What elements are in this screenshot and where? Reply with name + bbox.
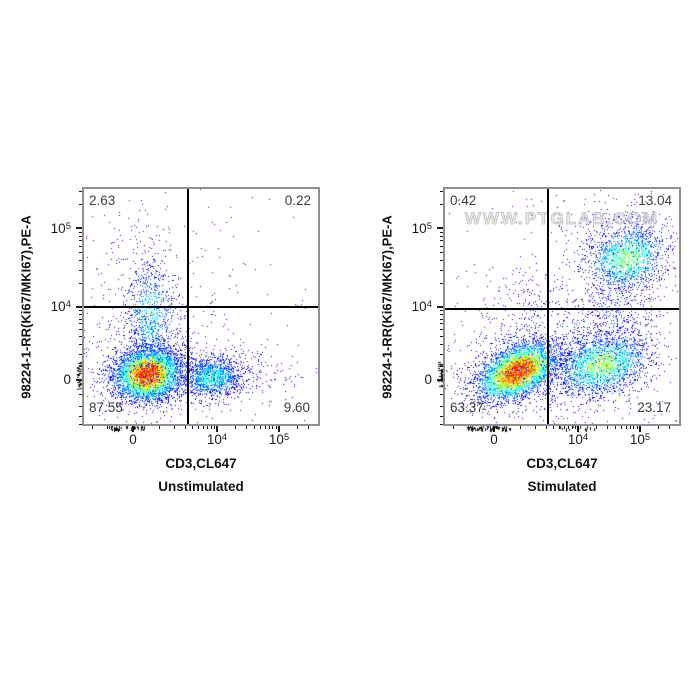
plot-stimulated: WWW.PTGLAB.COM 0.42 13.04 63.37 23.17 10… (412, 180, 688, 494)
x-tick-label-1e5: 105 (268, 432, 290, 447)
quadrant-pct-lower-right: 9.60 (283, 400, 310, 415)
scatter-density-canvas (436, 180, 688, 433)
y-tick-label-1e4: 104 (411, 299, 432, 314)
x-tick-label-0: 0 (129, 432, 137, 447)
quadrant-pct-upper-right: 13.04 (638, 193, 672, 208)
watermark-text: WWW.PTGLAB.COM (464, 209, 660, 229)
quadrant-pct-lower-left: 63.37 (450, 400, 484, 415)
y-tick-label-0: 0 (63, 372, 71, 387)
x-axis-tick-labels: 0 104 105 (83, 432, 319, 454)
y-axis-label: 98224-1-RR(Ki67/MKI67),PE-A (379, 215, 395, 399)
y-tick-label-1e5: 105 (411, 221, 432, 236)
condition-label: Stimulated (527, 479, 597, 494)
x-tick-label-1e4: 104 (206, 432, 228, 447)
x-axis-tick-labels: 0 104 105 (444, 432, 680, 454)
y-tick-label-1e4: 104 (50, 299, 71, 314)
condition-label: Unstimulated (158, 479, 244, 494)
y-axis-label: 98224-1-RR(Ki67/MKI67),PE-A (18, 215, 34, 399)
quadrant-gate-horizontal-line (83, 306, 319, 308)
y-axis-tick-labels: 105 104 0 (35, 188, 77, 425)
quadrant-gate-vertical-line (547, 188, 549, 425)
x-tick-label-1e5: 105 (629, 432, 651, 447)
quadrant-pct-lower-right: 23.17 (637, 400, 671, 415)
quadrant-gate-horizontal-line (444, 308, 680, 310)
y-tick-label-0: 0 (424, 372, 432, 387)
quadrant-pct-upper-right: 0.22 (284, 193, 311, 208)
quadrant-pct-upper-left: 2.63 (89, 193, 116, 208)
x-tick-label-0: 0 (490, 432, 498, 447)
x-axis-title: CD3,CL647 (526, 456, 598, 471)
y-axis-tick-labels: 105 104 0 (396, 188, 438, 425)
x-tick-label-1e4: 104 (567, 432, 589, 447)
y-tick-label-1e5: 105 (50, 221, 71, 236)
quadrant-pct-upper-left: 0.42 (450, 193, 477, 208)
quadrant-pct-lower-left: 87.55 (89, 400, 123, 415)
plot-unstimulated: 2.63 0.22 87.55 9.60 105 104 0 0 104 105… (51, 180, 327, 494)
x-axis-title: CD3,CL647 (165, 456, 237, 471)
